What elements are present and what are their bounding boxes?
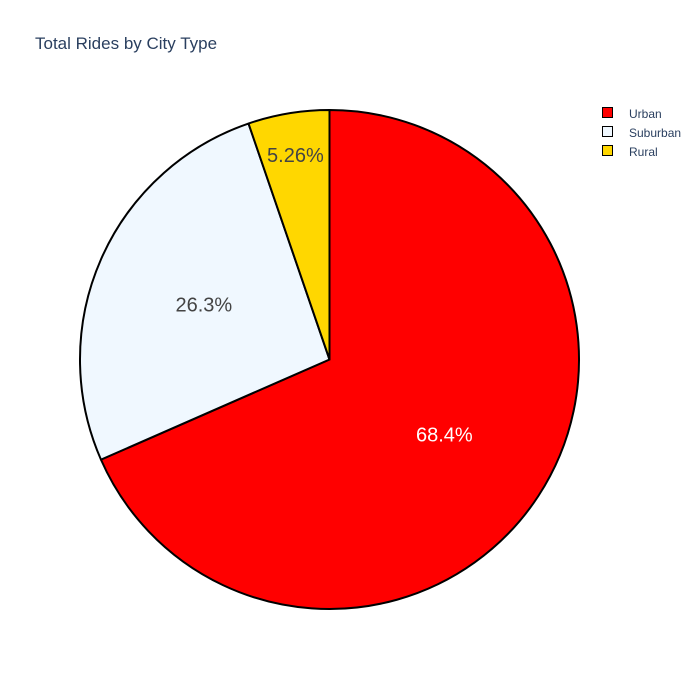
legend-label-rural: Rural [629, 145, 658, 159]
legend: Urban Suburban Rural [602, 105, 694, 162]
legend-item-rural[interactable]: Rural [602, 143, 694, 162]
pie-slice-suburban[interactable] [78, 122, 331, 461]
slice-label-suburban: 26.3% [175, 294, 232, 316]
legend-label-urban: Urban [629, 107, 662, 121]
pie-slice-urban[interactable] [99, 109, 580, 610]
slice-label-rural: 5.26% [267, 145, 324, 167]
legend-swatch-urban [602, 107, 613, 118]
pie-slice-rural[interactable] [247, 109, 331, 361]
slice-label-urban: 68.4% [416, 425, 473, 447]
legend-item-suburban[interactable]: Suburban [602, 124, 694, 143]
legend-swatch-suburban [602, 126, 613, 137]
chart-title: Total Rides by City Type [35, 34, 218, 53]
legend-label-suburban: Suburban [629, 126, 682, 140]
legend-swatch-rural [602, 145, 613, 156]
legend-item-urban[interactable]: Urban [602, 105, 694, 124]
